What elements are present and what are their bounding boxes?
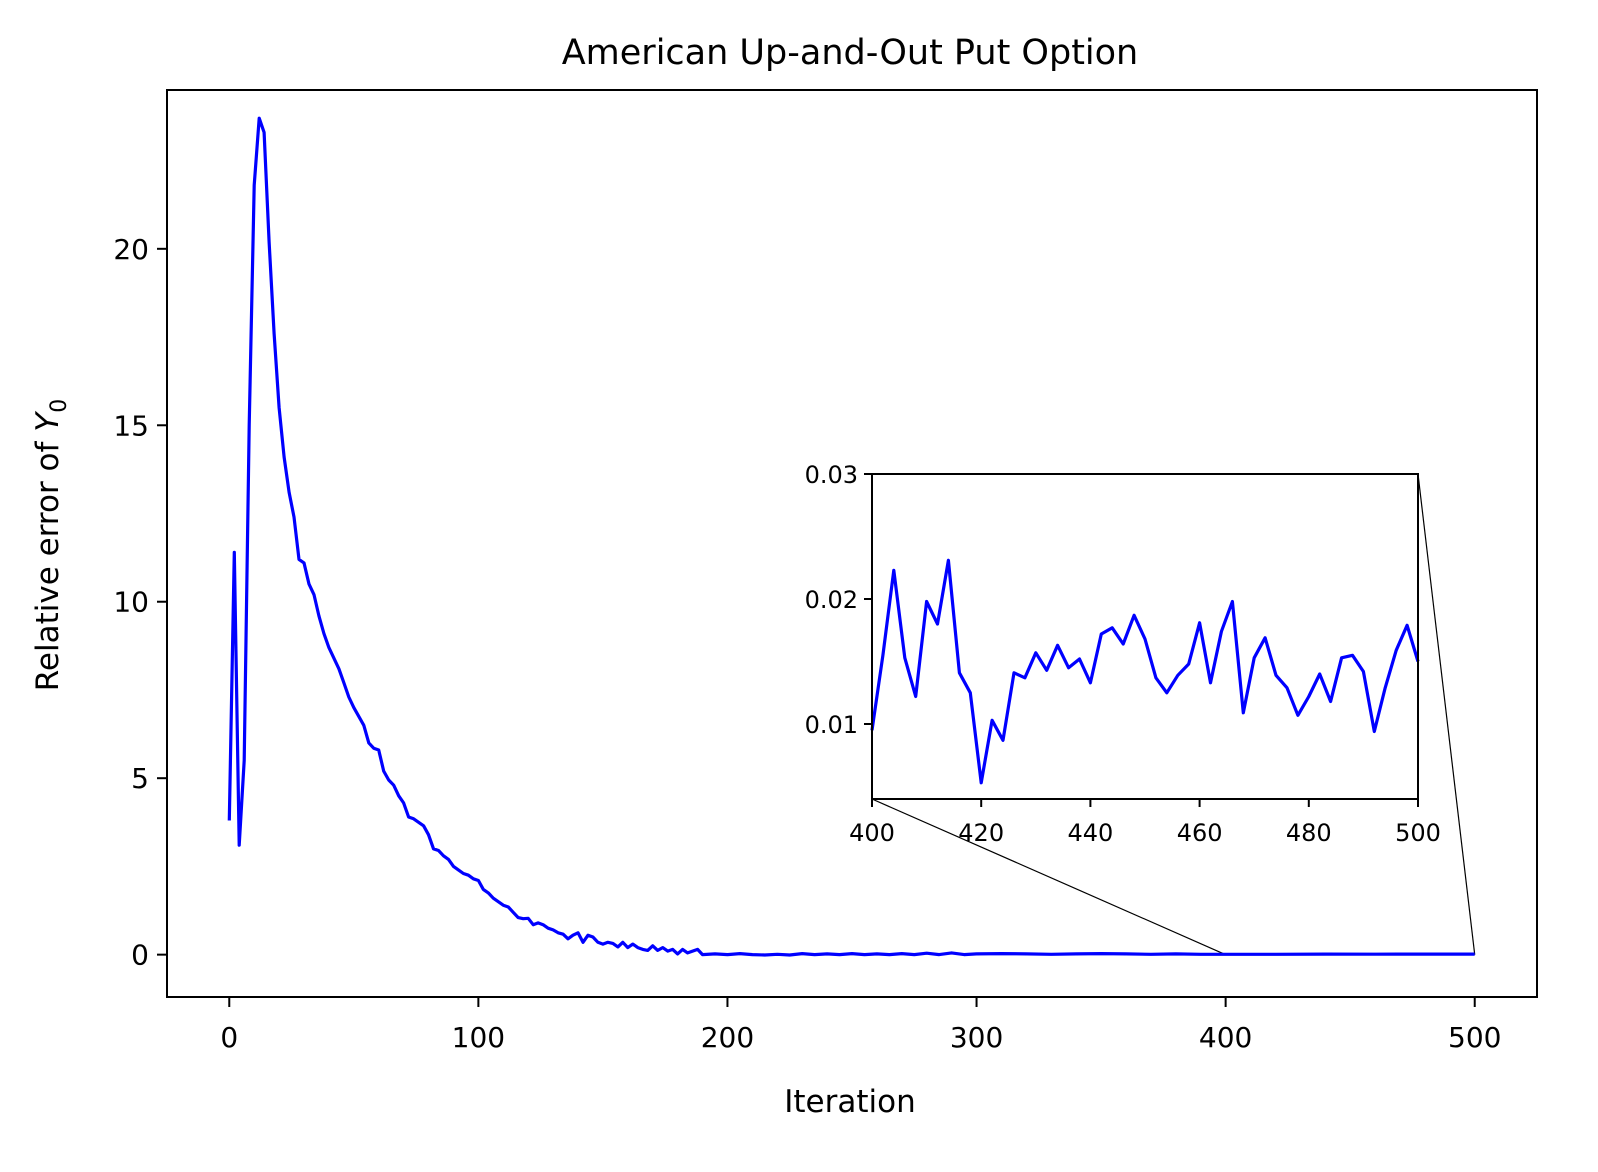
main-plot-frame — [166, 89, 1538, 998]
y-axis-label-symbol: Y — [30, 411, 66, 432]
inset-axis-ticks: 400 420 440 460 480 500 0.01 0.02 0.03 — [805, 461, 1441, 847]
x-tick-label: 200 — [701, 1021, 754, 1054]
y-axis-label-prefix: Relative error of — [30, 432, 66, 692]
inset-connector-right — [1417, 473, 1476, 955]
y-axis-label-subscript: 0 — [47, 399, 72, 413]
chart-title: American Up-and-Out Put Option — [562, 33, 1139, 73]
y-tick-label: 5 — [131, 762, 149, 795]
inset-x-tick-label: 500 — [1395, 819, 1441, 847]
inset-x-tick-label: 460 — [1177, 819, 1223, 847]
y-tick-label: 0 — [131, 939, 149, 972]
inset-connector-lines — [871, 473, 1476, 956]
x-tick-label: 100 — [452, 1021, 505, 1054]
inset-y-tick-label: 0.01 — [805, 711, 858, 739]
inset-plot-frame — [871, 473, 1419, 800]
inset-connector-left — [871, 798, 1226, 956]
x-tick-label: 0 — [220, 1021, 238, 1054]
y-tick-label: 20 — [113, 233, 149, 266]
inset-x-tick-label: 480 — [1286, 819, 1332, 847]
x-tick-label: 400 — [1199, 1021, 1252, 1054]
inset-x-tick-label: 420 — [958, 819, 1004, 847]
inset-y-tick-label: 0.02 — [805, 586, 858, 614]
y-tick-label: 15 — [113, 409, 149, 442]
y-tick-label: 10 — [113, 586, 149, 619]
zoom-inset: 400 420 440 460 480 500 0.01 0.02 0.03 — [805, 461, 1441, 847]
main-series-line — [227, 116, 1475, 957]
inset-y-tick-label: 0.03 — [805, 461, 858, 489]
inset-x-tick-label: 440 — [1067, 819, 1113, 847]
x-axis-label: Iteration — [784, 1084, 916, 1120]
inset-x-tick-label: 400 — [849, 819, 895, 847]
x-tick-label: 300 — [950, 1021, 1003, 1054]
inset-series-line — [870, 558, 1420, 785]
x-tick-label: 500 — [1448, 1021, 1501, 1054]
main-axis-ticks: 0 100 200 300 400 500 0 5 10 15 20 — [113, 233, 1501, 1054]
y-axis-label: Relative error of Y0 — [30, 399, 72, 691]
